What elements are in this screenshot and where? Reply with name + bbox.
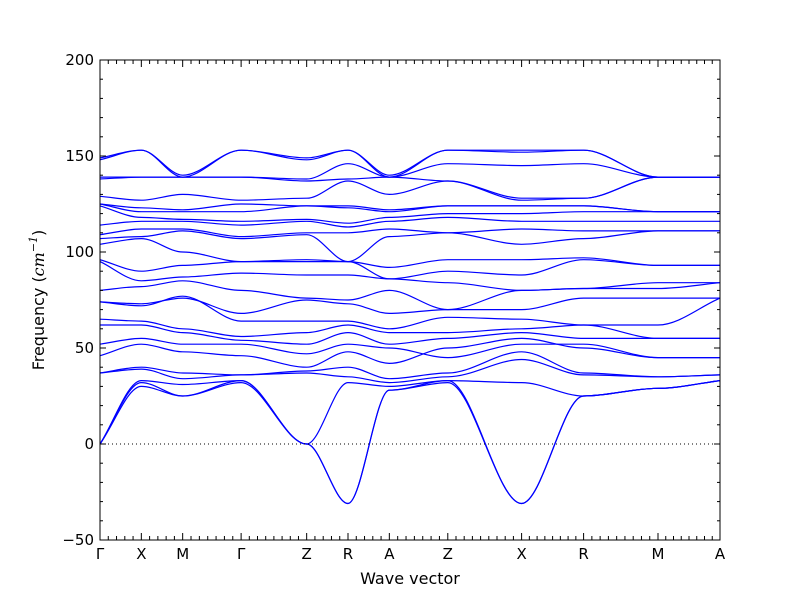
x-tick-label: M bbox=[652, 545, 665, 563]
y-axis-label-suffix: ) bbox=[29, 230, 48, 236]
band-line-8 bbox=[100, 324, 720, 345]
band-line-26 bbox=[100, 149, 720, 178]
band-line-6 bbox=[100, 337, 720, 368]
x-tick-label: A bbox=[715, 545, 726, 563]
y-axis-label-exponent: −1 bbox=[27, 236, 40, 252]
x-tick-label: A bbox=[384, 545, 395, 563]
y-tick-label: 100 bbox=[65, 243, 94, 261]
band-line-20 bbox=[100, 203, 720, 213]
y-ticks: −50 0 50 100 150 200 bbox=[62, 51, 720, 549]
band-line-10 bbox=[100, 295, 720, 330]
band-line-11 bbox=[100, 297, 720, 315]
band-line-24 bbox=[100, 163, 720, 180]
band-line-15 bbox=[100, 237, 720, 269]
x-tick-label: X bbox=[516, 545, 526, 563]
x-tick-label: Z bbox=[302, 545, 312, 563]
band-line-4 bbox=[100, 358, 720, 384]
band-line-14 bbox=[100, 259, 720, 280]
band-line-3 bbox=[100, 379, 720, 445]
x-tick-label: Γ bbox=[237, 545, 246, 563]
y-tick-label: 50 bbox=[75, 339, 94, 357]
band-line-7 bbox=[100, 337, 720, 359]
x-tick-label: Z bbox=[443, 545, 453, 563]
y-tick-label: 0 bbox=[84, 435, 94, 453]
y-tick-label: 150 bbox=[65, 147, 94, 165]
band-line-2 bbox=[100, 379, 720, 505]
band-line-21 bbox=[100, 203, 720, 213]
x-axis-label: Wave vector bbox=[360, 569, 460, 588]
band-line-22 bbox=[100, 176, 720, 201]
band-line-16 bbox=[100, 230, 720, 263]
y-tick-label: −50 bbox=[62, 531, 94, 549]
x-tick-label: R bbox=[578, 545, 588, 563]
band-line-18 bbox=[100, 216, 720, 228]
band-line-19 bbox=[100, 205, 720, 224]
x-tick-label: X bbox=[136, 545, 146, 563]
band-line-1 bbox=[100, 379, 720, 505]
band-line-9 bbox=[100, 318, 720, 339]
y-axis-label: Frequency (cm−1) bbox=[27, 230, 48, 371]
band-line-17 bbox=[100, 228, 720, 238]
band-line-13 bbox=[100, 261, 720, 292]
x-tick-label: R bbox=[343, 545, 353, 563]
x-tick-label: M bbox=[176, 545, 189, 563]
band-curves bbox=[100, 149, 720, 505]
x-tick-label: Γ bbox=[96, 545, 105, 563]
y-axis-label-unit: cm bbox=[29, 252, 48, 276]
plot-frame bbox=[99, 59, 721, 541]
y-tick-label: 200 bbox=[65, 51, 94, 69]
band-line-5 bbox=[100, 351, 720, 380]
y-axis-label-prefix: Frequency ( bbox=[29, 276, 48, 370]
